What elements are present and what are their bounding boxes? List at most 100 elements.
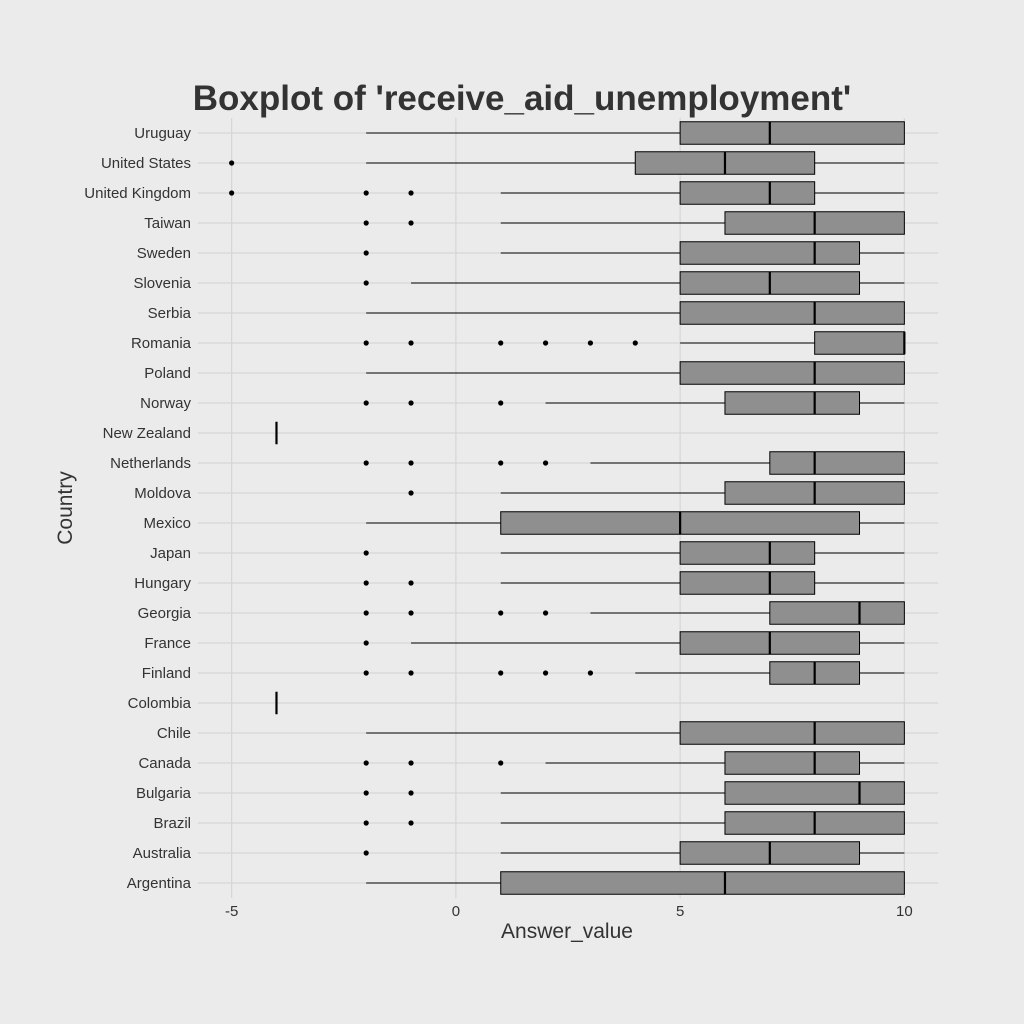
y-tick-label: Mexico <box>143 515 191 532</box>
outlier-point <box>363 760 369 766</box>
iqr-box <box>679 241 861 265</box>
outlier-point <box>363 250 369 256</box>
box-group <box>363 541 905 565</box>
outlier-point <box>408 610 414 616</box>
outlier-point <box>542 340 549 346</box>
iqr-box <box>679 361 905 385</box>
iqr-box <box>724 751 861 775</box>
outlier-point <box>408 190 414 196</box>
box-group <box>408 481 905 505</box>
outlier-point <box>363 220 369 226</box>
y-tick-label: New Zealand <box>103 425 191 442</box>
y-tick-labels: Argentina Australia Brazil Bulgaria Canada Ch… <box>84 125 191 892</box>
iqr-box <box>679 181 816 205</box>
box-group <box>366 871 905 895</box>
iqr-box <box>814 331 905 355</box>
box-group <box>363 271 905 295</box>
outlier-point <box>587 670 594 676</box>
iqr-box <box>679 571 816 595</box>
outlier-point <box>363 280 369 286</box>
outlier-point <box>408 760 414 766</box>
y-tick-label: Netherlands <box>110 455 191 472</box>
y-tick-label: Uruguay <box>134 125 191 142</box>
outlier-point <box>363 790 369 796</box>
box-group <box>363 601 905 625</box>
outlier-point <box>498 610 504 616</box>
x-tick-label: 0 <box>452 903 460 920</box>
y-tick-label: Norway <box>140 395 191 412</box>
y-tick-label: Canada <box>138 755 191 772</box>
outlier-point <box>363 670 369 676</box>
box-group <box>366 511 905 535</box>
box-group <box>363 811 905 835</box>
outlier-point <box>363 580 369 586</box>
box-group <box>363 631 905 655</box>
iqr-box <box>679 301 905 325</box>
box-group <box>363 451 905 475</box>
iqr-box <box>679 721 905 745</box>
boxes-layer <box>229 121 906 895</box>
box-group <box>366 721 905 745</box>
x-tick-label: 5 <box>676 903 684 920</box>
outlier-point <box>363 400 369 406</box>
outlier-point <box>632 340 638 346</box>
iqr-box <box>769 601 905 625</box>
y-tick-label: Georgia <box>138 605 192 622</box>
y-tick-label: Chile <box>157 725 191 742</box>
outlier-point <box>229 190 235 196</box>
outlier-point <box>363 460 369 466</box>
outlier-point <box>408 670 414 676</box>
y-tick-label: Japan <box>150 545 191 562</box>
y-tick-label: United Kingdom <box>84 185 191 202</box>
y-tick-label: Australia <box>133 845 192 862</box>
outlier-point <box>408 790 414 796</box>
outlier-point <box>408 490 414 496</box>
outlier-point <box>363 340 369 346</box>
iqr-box <box>679 541 816 565</box>
outlier-point <box>363 610 369 616</box>
box-group <box>229 181 905 205</box>
box-group <box>366 361 905 385</box>
y-tick-label: Sweden <box>137 245 191 262</box>
y-tick-label: France <box>144 635 191 652</box>
box-group <box>366 301 905 325</box>
x-tick-labels: -5 0 5 10 <box>225 903 913 920</box>
outlier-point <box>408 400 414 406</box>
iqr-box <box>500 871 905 895</box>
outlier-point <box>498 460 504 466</box>
y-tick-label: Colombia <box>128 695 192 712</box>
outlier-point <box>363 190 369 196</box>
box-group <box>363 781 905 805</box>
y-tick-label: Serbia <box>148 305 192 322</box>
outlier-point <box>408 460 414 466</box>
x-tick-label: 10 <box>896 903 913 920</box>
outlier-point <box>542 670 549 676</box>
y-tick-label: Bulgaria <box>136 785 192 802</box>
outlier-point <box>408 340 414 346</box>
box-group <box>363 841 905 865</box>
outlier-point <box>408 220 414 226</box>
box-group <box>363 331 906 355</box>
outlier-point <box>363 640 369 646</box>
outlier-point <box>408 580 414 586</box>
iqr-box <box>724 391 861 415</box>
box-group <box>363 751 905 775</box>
outlier-point <box>229 160 235 166</box>
x-axis-title: Answer_value <box>501 920 633 943</box>
y-tick-label: Brazil <box>153 815 191 832</box>
y-tick-label: Hungary <box>134 575 191 592</box>
iqr-box <box>724 781 905 805</box>
iqr-box <box>679 121 905 145</box>
y-tick-label: Finland <box>142 665 191 682</box>
outlier-point <box>542 460 549 466</box>
iqr-box <box>769 451 905 475</box>
outlier-point <box>587 340 594 346</box>
outlier-point <box>408 820 414 826</box>
outlier-point <box>498 760 504 766</box>
y-tick-label: United States <box>101 155 191 172</box>
box-group <box>363 661 905 685</box>
outlier-point <box>498 400 504 406</box>
box-group <box>229 151 905 175</box>
box-group <box>363 211 905 235</box>
